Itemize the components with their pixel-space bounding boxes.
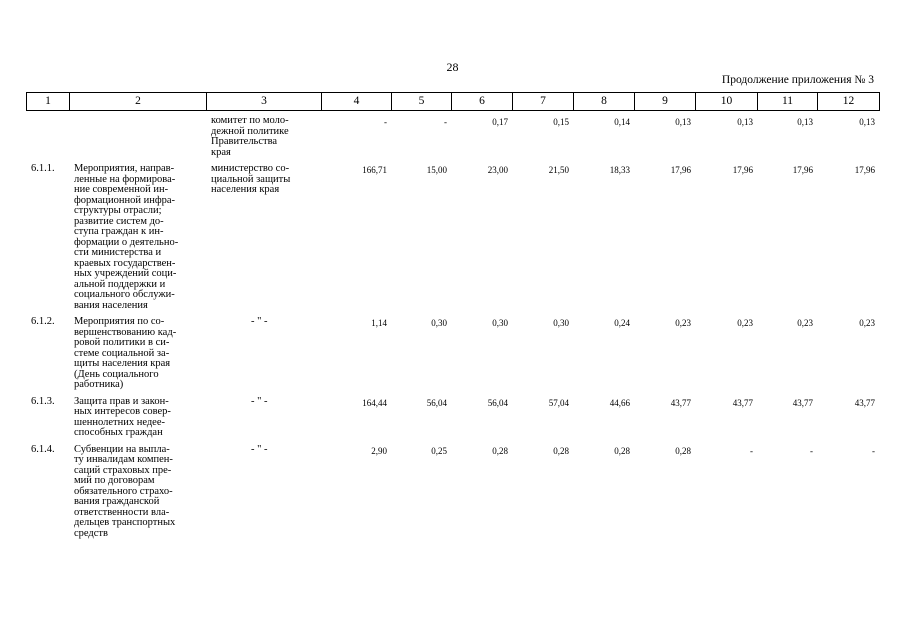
row-index: 6.1.3. bbox=[31, 395, 55, 407]
table-row: 6.1.2. Мероприятия по со- вершенствованию… bbox=[26, 316, 879, 397]
value-cell: - bbox=[384, 117, 387, 127]
measure-name bbox=[69, 116, 206, 164]
column-header: 6 bbox=[451, 92, 513, 111]
page-number: 28 bbox=[446, 60, 459, 74]
value-cell: 17,96 bbox=[854, 165, 875, 175]
column-header: 5 bbox=[391, 92, 452, 111]
value-cell: 56,04 bbox=[487, 397, 508, 408]
measure-name: Мероприятия, направ- ленные на формирова… bbox=[74, 163, 179, 311]
row-index: 6.1.4. bbox=[31, 443, 55, 455]
header-row: 1 2 3 4 5 6 7 8 9 10 11 12 bbox=[26, 92, 880, 111]
table-row: 6.1.3. Защита прав и закон- ных интересов… bbox=[26, 395, 879, 445]
value-cell: 23,00 bbox=[487, 165, 508, 175]
column-header: 12 bbox=[817, 92, 880, 111]
value-cell: 18,33 bbox=[609, 165, 630, 175]
value-cell: 2,90 bbox=[371, 445, 387, 456]
value-cell: 0,13 bbox=[675, 117, 691, 127]
value-cell: 17,96 bbox=[670, 165, 691, 175]
value-cell: 164,44 bbox=[362, 397, 387, 408]
value-cell: - bbox=[872, 445, 875, 456]
row-index: 6.1.1. bbox=[31, 163, 55, 174]
value-cell: 21,50 bbox=[548, 165, 569, 175]
column-header: 11 bbox=[757, 92, 818, 111]
measure-name: Субвенции на выпла- ту инвалидам компен-… bbox=[74, 443, 176, 539]
column-header: 3 bbox=[206, 92, 322, 111]
value-cell: 56,04 bbox=[426, 397, 447, 408]
appendix-continuation-note: Продолжение приложения № 3 bbox=[721, 74, 874, 86]
executor: - " - bbox=[251, 395, 268, 407]
executor: - " - bbox=[251, 443, 268, 455]
financing-table: комитет по моло- дежной политике Правите… bbox=[26, 115, 879, 540]
value-cell: 43,77 bbox=[670, 397, 691, 408]
value-cell: 0,24 bbox=[614, 318, 630, 328]
value-cell: 0,28 bbox=[614, 445, 630, 456]
value-cell: 0,28 bbox=[492, 445, 508, 456]
value-cell: 0,30 bbox=[492, 318, 508, 328]
value-cell: 0,14 bbox=[614, 117, 630, 127]
value-cell: - bbox=[810, 445, 813, 456]
value-cell: 0,23 bbox=[859, 318, 875, 328]
column-header: 9 bbox=[634, 92, 696, 111]
value-cell: 0,13 bbox=[797, 117, 813, 127]
value-cell: 43,77 bbox=[732, 397, 753, 408]
column-number-header: 1 2 3 4 5 6 7 8 9 10 11 12 bbox=[26, 92, 880, 111]
column-header: 7 bbox=[512, 92, 574, 111]
value-cell: 0,25 bbox=[431, 445, 447, 456]
column-header: 8 bbox=[573, 92, 635, 111]
table-row: комитет по моло- дежной политике Правите… bbox=[26, 115, 879, 164]
value-cell: 0,30 bbox=[553, 318, 569, 328]
executor: - " - bbox=[251, 316, 268, 327]
measure-name: Мероприятия по со- вершенствованию кад- … bbox=[74, 316, 177, 390]
value-cell: 0,15 bbox=[553, 117, 569, 127]
value-cell: 17,96 bbox=[792, 165, 813, 175]
value-cell: - bbox=[750, 445, 753, 456]
value-cell: 0,13 bbox=[737, 117, 753, 127]
value-cell: 0,13 bbox=[859, 117, 875, 127]
value-cell: 17,96 bbox=[732, 165, 753, 175]
row-index: 6.1.2. bbox=[31, 316, 55, 327]
value-cell: 43,77 bbox=[854, 397, 875, 408]
value-cell: 166,71 bbox=[362, 165, 387, 175]
value-cell: 0,23 bbox=[797, 318, 813, 328]
table-row: 6.1.4. Субвенции на выпла- ту инвалидам к… bbox=[26, 443, 879, 540]
value-cell: 57,04 bbox=[548, 397, 569, 408]
value-cell: 0,23 bbox=[737, 318, 753, 328]
value-cell: 0,17 bbox=[492, 117, 508, 127]
value-cell: 0,28 bbox=[675, 445, 691, 456]
value-cell: 0,23 bbox=[675, 318, 691, 328]
value-cell: 0,30 bbox=[431, 318, 447, 328]
value-cell: 43,77 bbox=[792, 397, 813, 408]
value-cell: - bbox=[444, 117, 447, 127]
column-header: 10 bbox=[695, 92, 758, 111]
executor: комитет по моло- дежной политике Правите… bbox=[211, 115, 289, 158]
column-header: 1 bbox=[26, 92, 70, 111]
measure-name: Защита прав и закон- ных интересов совер… bbox=[74, 395, 171, 438]
column-header: 2 bbox=[69, 92, 207, 111]
value-cell: 15,00 bbox=[426, 165, 447, 175]
column-header: 4 bbox=[321, 92, 392, 111]
value-cell: 0,28 bbox=[553, 445, 569, 456]
value-cell: 44,66 bbox=[609, 397, 630, 408]
value-cell: 1,14 bbox=[371, 318, 387, 328]
row-index bbox=[26, 116, 69, 164]
executor: министерство со- циальной защиты населен… bbox=[211, 163, 291, 195]
table-row: 6.1.1. Мероприятия, направ- ленные на фор… bbox=[26, 163, 879, 317]
